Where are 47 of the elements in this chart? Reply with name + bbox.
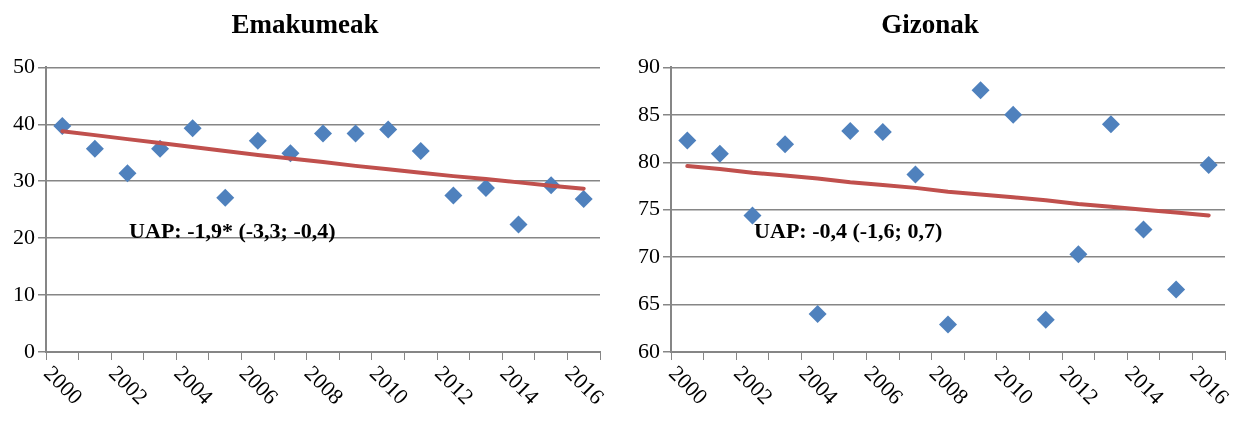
point	[379, 120, 398, 139]
point	[248, 131, 267, 150]
point	[678, 131, 697, 150]
point	[743, 206, 762, 225]
y-tick-label: 90	[638, 53, 660, 79]
annotation: UAP: -0,4 (-1,6; 0,7)	[754, 218, 943, 244]
chart-title: Gizonak	[881, 9, 979, 40]
point	[906, 165, 925, 184]
point	[971, 81, 990, 100]
y-tick-label: 30	[13, 167, 35, 193]
point	[314, 124, 332, 143]
y-tick-label: 0	[24, 337, 35, 363]
y-tick-label: 70	[638, 242, 660, 268]
y-tick-label: 85	[638, 100, 660, 126]
y-tick-label: 20	[13, 223, 35, 249]
point	[1199, 156, 1218, 175]
point	[1101, 115, 1120, 134]
y-tick-label: 10	[13, 280, 35, 306]
chart-title: Emakumeak	[231, 9, 379, 40]
y-tick-label: 75	[638, 195, 660, 221]
point	[509, 215, 528, 234]
point	[183, 119, 202, 138]
y-tick-label: 40	[13, 110, 35, 136]
y-tick-label: 65	[638, 290, 660, 316]
point	[1036, 310, 1055, 329]
y-tick-label: 50	[13, 53, 35, 79]
point	[476, 179, 495, 198]
point	[1069, 245, 1088, 264]
point	[85, 139, 104, 158]
point	[710, 144, 729, 163]
point	[411, 142, 430, 161]
point	[808, 305, 827, 324]
point	[1134, 220, 1153, 239]
y-tick-label: 80	[638, 148, 660, 174]
point	[873, 122, 892, 141]
y-tick-label: 60	[638, 337, 660, 363]
point	[1004, 105, 1023, 124]
annotation: UAP: -1,9* (-3,3; -0,4)	[129, 218, 336, 244]
point	[444, 186, 463, 205]
point	[1167, 280, 1186, 299]
point	[346, 124, 365, 143]
point	[574, 189, 593, 208]
point	[216, 188, 235, 207]
point	[776, 135, 795, 154]
point	[939, 315, 957, 334]
point	[118, 164, 137, 183]
point	[841, 121, 860, 140]
